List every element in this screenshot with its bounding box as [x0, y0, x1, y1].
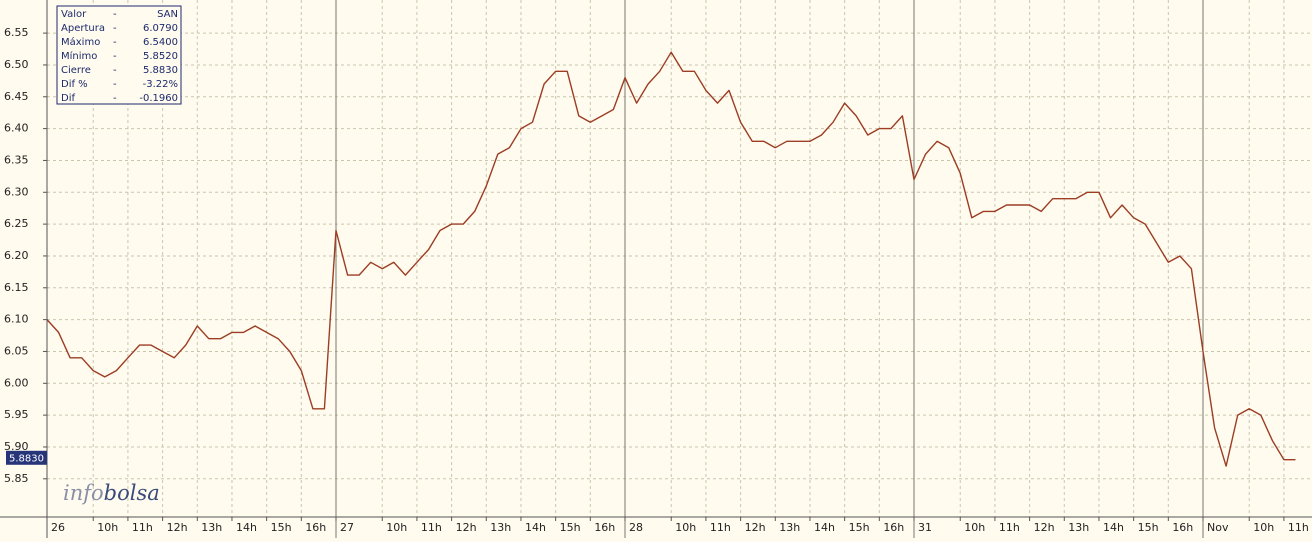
info-box [56, 5, 182, 105]
watermark-info: info [63, 481, 104, 505]
x-tick-label: 12h [167, 521, 188, 534]
y-tick-label: 6.00 [4, 376, 29, 389]
x-tick-label: 15h [1138, 521, 1159, 534]
x-tick-label: 10h [675, 521, 696, 534]
info-value: 5.8830 [143, 65, 178, 76]
y-tick-label: 6.10 [4, 313, 29, 326]
y-tick-label: 6.35 [4, 153, 29, 166]
x-tick-label: 11h [1288, 521, 1309, 534]
last-price-box [6, 450, 47, 465]
y-tick-label: 6.50 [4, 58, 29, 71]
x-tick-label: 31 [918, 521, 932, 534]
info-value: 6.0790 [143, 23, 178, 34]
x-tick-label: 28 [629, 521, 643, 534]
plot [46, 51, 1296, 467]
y-tick-label: 6.25 [4, 217, 29, 230]
x-tick-label: 16h [883, 521, 904, 534]
info-sep: - [113, 37, 117, 48]
last-price-label: 5.8830 [9, 453, 44, 464]
x-tick-label: 14h [1103, 521, 1124, 534]
x-tick-label: 16h [1172, 521, 1193, 534]
x-tick-label: 27 [340, 521, 354, 534]
x-tick-label: 10h [386, 521, 407, 534]
info-sep: - [113, 79, 117, 90]
x-tick-label: 14h [525, 521, 546, 534]
info-label: Dif % [61, 79, 88, 90]
info-value: 5.8520 [143, 51, 178, 62]
x-tick-label: 15h [849, 521, 870, 534]
info-label: Dif [61, 93, 75, 104]
watermark: infobolsa [63, 481, 160, 505]
x-tick-label: 11h [999, 521, 1020, 534]
x-tick-label: 13h [490, 521, 511, 534]
x-tick-label: 11h [132, 521, 153, 534]
x-tick-label: 26 [51, 521, 65, 534]
x-tick-label: 13h [779, 521, 800, 534]
x-tick-label: 12h [745, 521, 766, 534]
x-tick-label: 15h [271, 521, 292, 534]
x-tick-label: 12h [1034, 521, 1055, 534]
info-value: -3.22% [143, 79, 178, 90]
x-tick-label: 12h [456, 521, 477, 534]
price-line [46, 51, 1296, 467]
y-tick-label: 6.05 [4, 344, 29, 357]
x-tick-label: 10h [1253, 521, 1274, 534]
x-tick-label: 16h [594, 521, 615, 534]
y-tick-label: 5.90 [4, 440, 29, 453]
info-value: 6.5400 [143, 37, 178, 48]
x-tick-label: 10h [964, 521, 985, 534]
y-tick-label: 6.55 [4, 26, 29, 39]
x-tick-label: 14h [236, 521, 257, 534]
x-tick-label: 16h [305, 521, 326, 534]
info-value: SAN [157, 9, 178, 20]
info-label: Valor [61, 9, 87, 20]
info-sep: - [113, 51, 117, 62]
y-tick-label: 5.85 [4, 472, 29, 485]
y-tick-label: 6.30 [4, 185, 29, 198]
x-tick-label: 10h [97, 521, 118, 534]
watermark-bolsa: bolsa [104, 481, 160, 505]
info-sep: - [113, 65, 117, 76]
info-value: -0.1960 [139, 93, 178, 104]
x-tick-label: 11h [710, 521, 731, 534]
x-tick-label: 13h [201, 521, 222, 534]
y-tick-label: 6.40 [4, 122, 29, 135]
info-label: Máximo [61, 36, 100, 48]
y-tick-label: 6.15 [4, 281, 29, 294]
info-label: Cierre [61, 65, 91, 76]
info-label: Mínimo [61, 50, 97, 62]
info-sep: - [113, 93, 117, 104]
x-tick-label: Nov [1207, 521, 1229, 534]
info-sep: - [113, 23, 117, 34]
x-tick-label: 13h [1068, 521, 1089, 534]
info-sep: - [113, 9, 117, 20]
x-tick-label: 14h [814, 521, 835, 534]
info-label: Apertura [61, 23, 105, 34]
y-tick-label: 6.20 [4, 249, 29, 262]
y-tick-label: 6.45 [4, 90, 29, 103]
y-tick-label: 5.95 [4, 408, 29, 421]
x-tick-label: 11h [421, 521, 442, 534]
x-tick-label: 15h [560, 521, 581, 534]
